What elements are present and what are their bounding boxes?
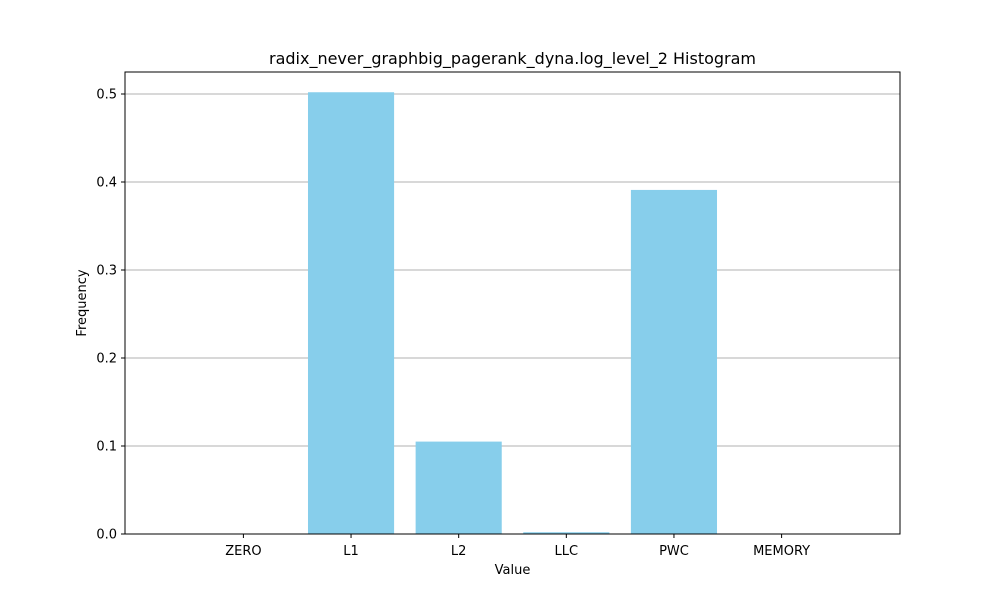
bar-l2: [415, 441, 502, 534]
y-tick-label: 0.1: [96, 440, 117, 455]
x-axis-label: Value: [495, 563, 531, 578]
x-tick-label: MEMORY: [753, 544, 810, 559]
y-tick-label: 0.5: [96, 88, 117, 103]
y-tick-label: 0.2: [96, 352, 117, 367]
bar-l1: [307, 92, 395, 535]
bar-llc: [523, 532, 610, 534]
x-tick-label: LLC: [555, 544, 579, 559]
x-tick-label: L2: [451, 544, 467, 559]
bar-pwc: [630, 189, 718, 535]
chart-title: radix_never_graphbig_pagerank_dyna.log_l…: [269, 49, 756, 69]
bars: [307, 92, 718, 535]
y-axis-ticks: 0.0 0.1 0.2 0.3 0.4 0.5: [96, 88, 125, 543]
y-tick-label: 0.0: [96, 528, 117, 543]
plot-frame: [124, 71, 901, 535]
y-axis-label: Frequency: [75, 269, 90, 336]
x-tick-label: PWC: [659, 544, 689, 559]
y-tick-label: 0.3: [96, 264, 117, 279]
x-tick-label: L1: [343, 544, 359, 559]
y-tick-label: 0.4: [96, 176, 117, 191]
x-axis-ticks: ZERO L1 L2 LLC PWC MEMORY: [225, 534, 810, 559]
x-tick-label: ZERO: [225, 544, 261, 559]
